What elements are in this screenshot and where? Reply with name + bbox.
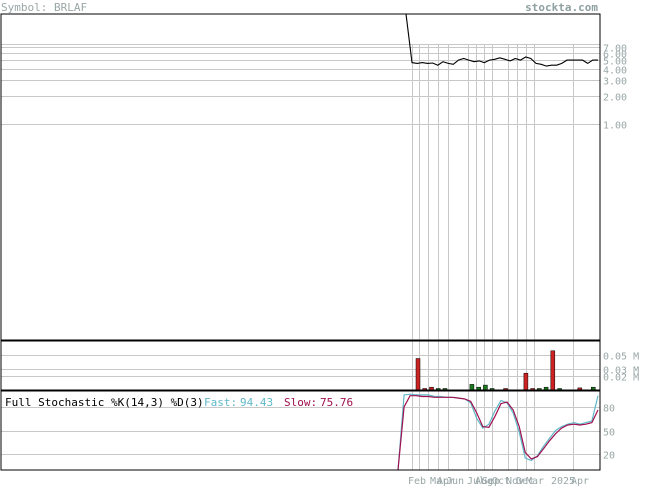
x-axis-label: Nov: [506, 476, 524, 486]
x-axis-label: Oct: [492, 476, 510, 486]
volume-tick-label: 0.03 M: [603, 366, 639, 377]
stochastic-tick-label: 20: [603, 451, 615, 462]
stochastic-frame: [0, 390, 601, 471]
slow-label: Slow:: [284, 396, 317, 409]
price-axis: 7.006.005.004.003.00 2.00 1.00: [603, 44, 627, 132]
brand-label: stockta.com: [525, 1, 598, 14]
x-axis-label: Mar: [430, 476, 448, 486]
volume-bar: [483, 384, 488, 391]
x-axis-label: Mar: [526, 476, 544, 486]
volume-tick-label: 0.02 M: [603, 373, 639, 384]
volume-grid: [1, 341, 600, 390]
price-tick-label: 1.00: [603, 121, 627, 132]
stochastic-axis: 80 50 20: [603, 404, 615, 462]
symbol-label: Symbol: BRLAF: [1, 1, 87, 14]
price-series: [405, 13, 598, 67]
volume-bar: [469, 384, 475, 391]
price-tick-label: 5.00: [603, 57, 627, 68]
volume-bar: [415, 358, 421, 391]
volume-frame: [0, 340, 601, 391]
stochastic-tick-label: 50: [603, 428, 615, 439]
price-tick-label: 6.00: [603, 50, 627, 61]
price-panel: 7.006.005.004.003.00 2.00 1.00: [0, 13, 627, 341]
slow-line: [397, 395, 599, 471]
x-axis-label: Jun: [446, 476, 464, 486]
price-tick-label: 2.00: [603, 93, 627, 104]
fast-value: 94.43: [240, 396, 273, 409]
x-axis-label: Apr: [437, 476, 455, 486]
price-frame: [0, 13, 601, 341]
price-tick-label: 7.00: [603, 44, 627, 55]
fast-label: Fast:: [204, 396, 237, 409]
stochastic-tick-label: 80: [603, 404, 615, 415]
volume-bar: [550, 350, 556, 391]
stochastic-panel: 80 50 20 Full Stochastic %K(14,3) %D(3) Fa…: [0, 390, 615, 471]
x-axis-label: Apr: [571, 476, 589, 486]
price-line: [405, 13, 598, 67]
volume-panel: 0.05 M 0.03 M0.02 M: [0, 340, 639, 391]
slow-value: 75.76: [320, 396, 353, 409]
x-axis-label: 2025: [551, 476, 575, 486]
stochastic-series: [397, 393, 599, 471]
volume-axis: 0.05 M 0.03 M0.02 M: [603, 352, 639, 384]
x-axis-label: Jul: [467, 476, 485, 486]
x-axis-label: Aug: [475, 476, 493, 486]
x-axis-label: Feb: [408, 476, 426, 486]
price-tick-label: 3.00: [603, 77, 627, 88]
price-tick-label: 4.00: [603, 66, 627, 77]
stochastic-grid: [1, 391, 600, 470]
stochastic-title: Full Stochastic %K(14,3) %D(3): [5, 396, 204, 409]
x-axis-label: Sep: [482, 476, 500, 486]
volume-bar: [523, 372, 529, 391]
price-grid: [1, 44, 600, 340]
volume-tick-label: 0.05 M: [603, 352, 639, 363]
x-axis-label: Dec: [516, 476, 534, 486]
fast-line: [397, 393, 599, 471]
